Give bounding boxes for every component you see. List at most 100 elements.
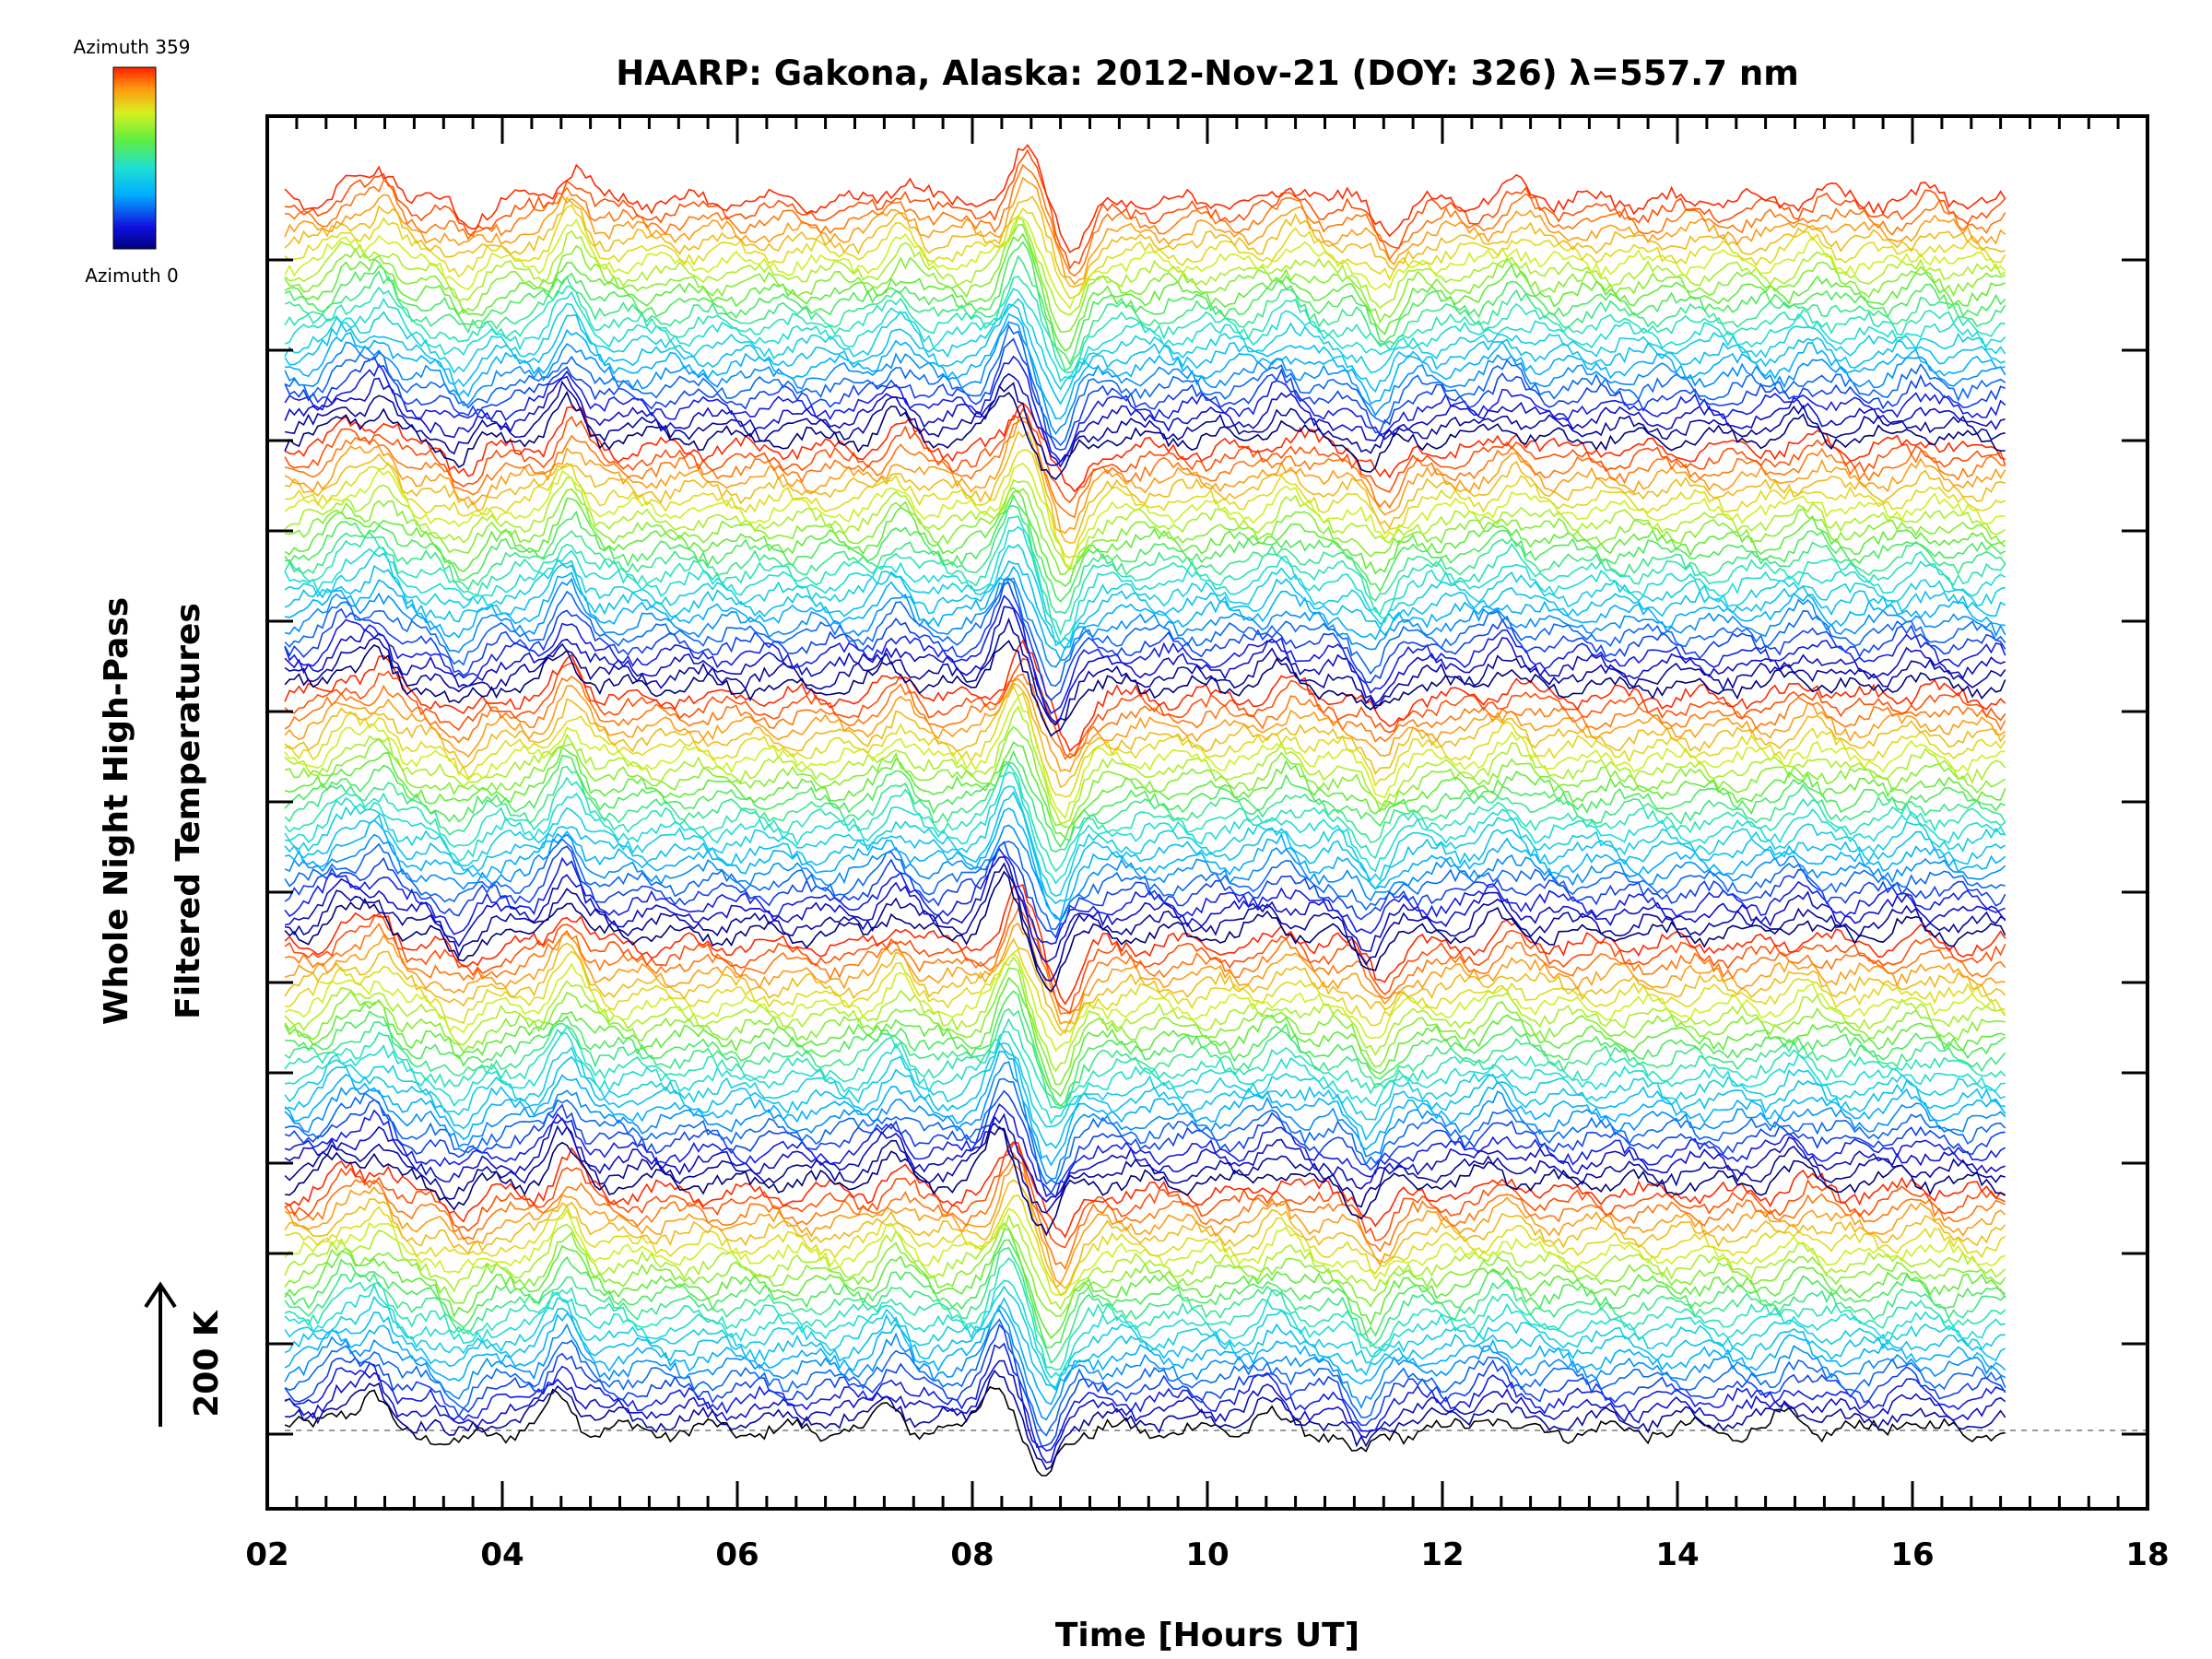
temperature-trace: [284, 1018, 2006, 1110]
temperature-trace: [284, 1318, 2006, 1437]
temperature-trace: [284, 855, 2006, 963]
traces-layer: [284, 144, 2147, 1477]
colorbar-gradient: [112, 66, 157, 250]
temperature-trace: [284, 402, 2006, 493]
x-tick-label: 04: [480, 1536, 524, 1573]
temperature-trace: [284, 606, 2006, 724]
temperature-trace: [284, 144, 2006, 253]
temperature-trace: [284, 390, 2006, 481]
temperature-trace: [284, 163, 2006, 277]
temperature-trace: [284, 430, 2006, 544]
temperature-trace: [284, 1285, 2006, 1389]
temperature-trace: [284, 204, 2006, 300]
temperature-trace: [284, 847, 2006, 945]
temperature-trace: [285, 312, 2006, 420]
temperature-trace: [284, 673, 2006, 761]
temperature-trace: [284, 1050, 2006, 1167]
colorbar-bottom-label: Azimuth 0: [85, 265, 179, 287]
temperature-trace: [285, 1125, 2006, 1237]
temperature-trace: [284, 862, 2006, 982]
colorbar: Azimuth 359 Azimuth 0: [74, 36, 191, 287]
temperature-trace: [284, 577, 2006, 668]
temperature-trace: [284, 1162, 2006, 1286]
colorbar-top-label: Azimuth 359: [74, 36, 191, 58]
temperature-trace: [284, 380, 2006, 466]
temperature-trace: [284, 883, 2006, 1006]
temperature-trace: [284, 1309, 2006, 1421]
temperature-trace: [284, 1239, 2006, 1348]
temperature-trace: [284, 288, 2006, 383]
temperature-trace: [284, 1385, 2006, 1477]
temperature-trace: [284, 1207, 2006, 1296]
temperature-trace: [284, 685, 2006, 798]
temperature-trace: [284, 1077, 2006, 1185]
temperature-trace: [284, 956, 2006, 1073]
scale-bar: 200 K: [144, 1281, 226, 1427]
temperature-trace: [284, 1061, 2006, 1180]
temperature-trace: [284, 324, 2006, 447]
temperature-trace: [284, 577, 2006, 688]
temperature-trace: [284, 1194, 2006, 1297]
temperature-trace: [284, 594, 2006, 715]
temperature-trace: [284, 1323, 2006, 1448]
temperature-trace: [284, 695, 2006, 820]
temperature-trace: [284, 1112, 2006, 1203]
temperature-trace: [284, 1179, 2006, 1289]
temperature-trace: [284, 682, 2006, 789]
temperature-trace: [284, 705, 2006, 825]
temperature-trace: [284, 639, 2006, 753]
temperature-trace: [284, 355, 2006, 464]
temperature-trace: [285, 148, 2006, 270]
x-tick-label: 10: [1185, 1536, 1229, 1573]
temperature-trace: [284, 1030, 2006, 1125]
x-axis-label: Time [Hours UT]: [1055, 1617, 1359, 1654]
temperature-trace: [284, 1246, 2006, 1365]
temperature-trace: [284, 489, 2006, 588]
temperature-trace: [284, 241, 2006, 366]
temperature-trace: [284, 303, 2006, 406]
temperature-trace: [284, 1041, 2006, 1149]
temperature-trace: [284, 907, 2006, 1015]
temperature-trace: [284, 1297, 2006, 1392]
y-axis-ticks: [267, 258, 2147, 1436]
temperature-trace: [284, 504, 2006, 615]
temperature-trace: [284, 677, 2006, 773]
temperature-trace: [284, 543, 2006, 647]
temperature-trace: [284, 1089, 2006, 1194]
temperature-trace: [284, 1228, 2006, 1339]
temperature-trace: [284, 762, 2006, 873]
temperature-trace: [284, 771, 2006, 885]
temperature-trace: [284, 254, 2006, 372]
temperature-trace: [284, 1213, 2006, 1311]
x-tick-label: 06: [715, 1536, 759, 1573]
x-tick-label: 02: [245, 1536, 288, 1573]
x-tick-labels: 02 04 06 08 10 12 14 16 18: [245, 1536, 2169, 1573]
temperature-trace: [284, 640, 2006, 737]
temperature-trace: [284, 515, 2006, 636]
temperature-trace: [284, 565, 2006, 663]
scale-arrow-head: [144, 1281, 177, 1309]
x-tick-label: 18: [2125, 1536, 2169, 1573]
temperature-trace: [284, 1041, 2006, 1128]
temperature-trace: [284, 1103, 2006, 1199]
temperature-trace: [284, 761, 2006, 853]
temperature-trace: [285, 990, 2006, 1108]
temperature-trace: [284, 725, 2006, 829]
temperature-trace: [284, 1279, 2006, 1380]
temperature-trace: [284, 1257, 2006, 1371]
x-tick-label: 12: [1420, 1536, 1464, 1573]
temperature-trace: [284, 1141, 2006, 1249]
temperature-trace: [284, 785, 2006, 898]
temperature-trace: [284, 870, 2006, 994]
temperature-trace: [284, 1007, 2006, 1108]
temperature-trace: [284, 952, 2006, 1053]
temperature-trace: [284, 321, 2006, 436]
temperature-trace: [284, 493, 2006, 603]
x-tick-label: 08: [950, 1536, 994, 1573]
temperature-trace: [284, 791, 2006, 905]
temperature-trace: [284, 937, 2006, 1034]
temperature-trace: [284, 838, 2006, 930]
temperature-trace: [284, 582, 2006, 701]
temperature-trace: [284, 824, 2006, 923]
